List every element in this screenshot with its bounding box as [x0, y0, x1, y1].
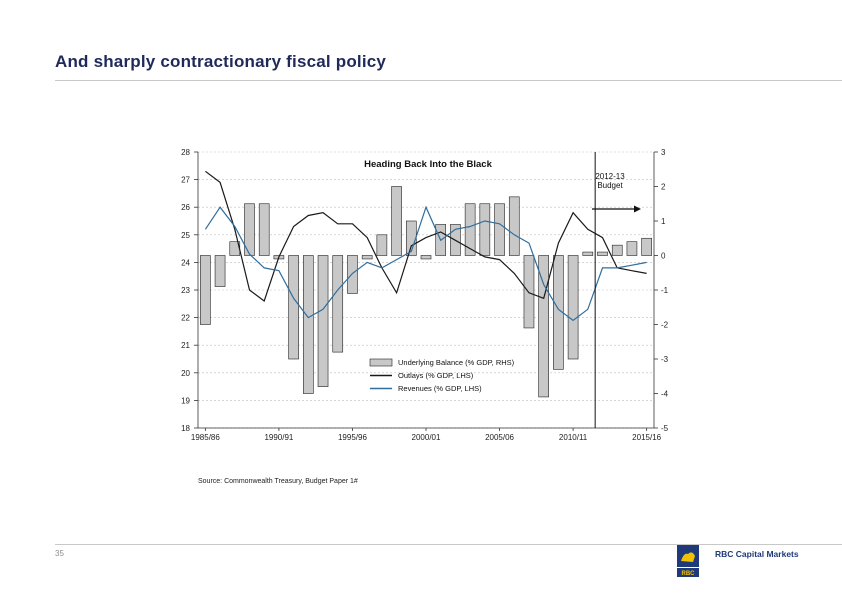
legend-swatch-underlying — [369, 358, 393, 367]
balance-bar-2000-01 — [420, 255, 432, 260]
tick-label-x: 2000/01 — [412, 433, 441, 442]
balance-bar-2006-07 — [508, 196, 520, 256]
balance-bar-1991-92 — [288, 255, 299, 360]
balance-bar-2012-13 — [597, 251, 608, 256]
tick-label-x: 1990/91 — [264, 433, 293, 442]
legend-label-revenues: Revenues (% GDP, LHS) — [398, 384, 482, 393]
balance-bar-1993-94 — [317, 255, 329, 387]
tick-label-left: 25 — [181, 231, 190, 240]
tick-label-right: 2 — [661, 183, 666, 192]
balance-bar-2003-04 — [464, 203, 476, 256]
rbc-lion-logo: RBC — [677, 545, 699, 577]
tick-label-left: 24 — [181, 258, 190, 267]
budget-annotation-line2: Budget — [597, 181, 623, 190]
balance-bar-1992-93 — [303, 255, 314, 394]
title-divider — [55, 80, 842, 81]
chart-lines — [204, 170, 647, 322]
balance-bar-1996-97 — [361, 255, 373, 260]
tick-label-x: 2015/16 — [632, 433, 661, 442]
tick-label-x: 1995/96 — [338, 433, 367, 442]
balance-bar-2008-09 — [538, 255, 549, 398]
balance-bar-1994-95 — [332, 255, 344, 353]
legend-label-outlays: Outlays (% GDP, LHS) — [398, 371, 474, 380]
tick-label-right: -5 — [661, 424, 669, 433]
balance-bar-2010-11 — [567, 255, 579, 360]
balance-bar-2007-08 — [523, 255, 535, 329]
tick-label-right: -4 — [661, 390, 669, 399]
balance-bar-2011-12 — [582, 251, 594, 256]
chart-legend: Underlying Balance (% GDP, RHS) Outlays (… — [369, 358, 515, 393]
source-note: Source: Commonwealth Treasury, Budget Pa… — [198, 478, 358, 485]
tick-label-left: 19 — [181, 396, 190, 405]
balance-bar-2014-15 — [626, 241, 638, 256]
budget-arrow-head — [634, 205, 641, 213]
balance-bar-1998-99 — [391, 186, 402, 256]
tick-label-right: 3 — [661, 148, 666, 157]
logo-mark-text: RBC — [682, 571, 696, 577]
balance-bar-2004-05 — [479, 203, 491, 256]
tick-label-left: 20 — [181, 369, 190, 378]
tick-label-right: -2 — [661, 321, 669, 330]
tick-label-left: 26 — [181, 203, 190, 212]
tick-label-right: 0 — [661, 252, 666, 261]
slide-title: And sharply contractionary fiscal policy — [55, 52, 387, 71]
tick-label-left: 18 — [181, 424, 190, 433]
tick-label-left: 27 — [181, 176, 190, 185]
budget-annotation-line1: 2012-13 — [595, 172, 625, 181]
chart-title: Heading Back Into the Black — [364, 159, 492, 170]
footer-divider — [55, 544, 842, 545]
balance-bar-2013-14 — [611, 244, 623, 256]
tick-label-right: -1 — [661, 286, 669, 295]
page-number: 35 — [55, 549, 64, 558]
tick-label-left: 28 — [181, 148, 190, 157]
tick-label-left: 21 — [181, 341, 190, 350]
rbc-capital-markets-wordmark: RBC Capital Markets — [715, 549, 799, 559]
balance-bar-1986-87 — [214, 255, 226, 287]
balance-bar-1988-89 — [244, 203, 255, 256]
tick-label-left: 23 — [181, 286, 190, 295]
tick-label-x: 2010/11 — [559, 433, 588, 442]
tick-label-x: 1985/86 — [191, 433, 220, 442]
tick-label-left: 22 — [181, 314, 190, 323]
balance-bar-1997-98 — [376, 234, 388, 256]
balance-bar-1985-86 — [200, 255, 211, 325]
outlays-line — [205, 170, 647, 302]
balance-bar-1989-90 — [258, 203, 270, 256]
revenues-line — [204, 205, 647, 322]
balance-bar-1995-96 — [347, 255, 358, 294]
balance-bar-2005-06 — [494, 203, 505, 256]
tick-label-right: 1 — [661, 217, 666, 226]
tick-label-right: -3 — [661, 355, 669, 364]
tick-label-x: 2005/06 — [485, 433, 514, 442]
legend-label-underlying: Underlying Balance (% GDP, RHS) — [398, 358, 515, 367]
balance-bar-2015-16 — [641, 237, 652, 256]
